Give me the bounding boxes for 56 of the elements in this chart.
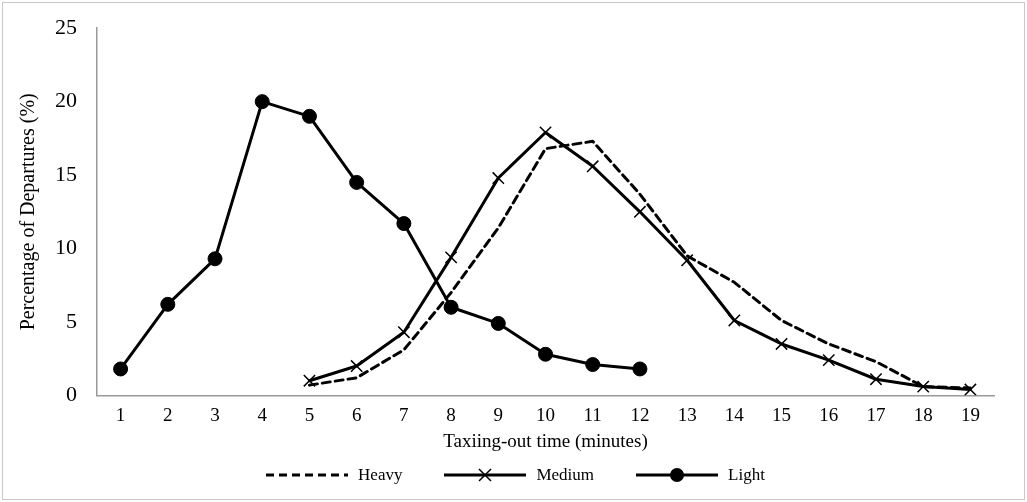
point bbox=[443, 299, 459, 315]
point bbox=[444, 250, 458, 264]
point bbox=[963, 383, 977, 396]
x-tick-label: 13 bbox=[677, 403, 697, 425]
x-tick-label: 8 bbox=[446, 403, 456, 425]
point bbox=[396, 216, 412, 232]
x-axis-title: Taxiing-out time (minutes) bbox=[443, 429, 648, 452]
point bbox=[207, 251, 223, 267]
x-tick-label: 6 bbox=[351, 403, 362, 425]
y-tick-label: 10 bbox=[55, 234, 77, 260]
x-tick-label: 3 bbox=[210, 403, 220, 425]
point bbox=[538, 346, 553, 362]
point bbox=[632, 361, 648, 377]
y-tick-label: 15 bbox=[55, 160, 77, 186]
point bbox=[301, 108, 317, 124]
point bbox=[491, 171, 505, 185]
legend-label: Medium bbox=[536, 465, 595, 485]
point bbox=[586, 159, 600, 173]
x-tick-label: 9 bbox=[493, 403, 504, 425]
point bbox=[775, 337, 788, 351]
point bbox=[727, 314, 741, 327]
point bbox=[490, 315, 506, 331]
x-tick-label: 15 bbox=[772, 403, 792, 425]
point bbox=[350, 359, 364, 373]
x-tick-label: 14 bbox=[724, 403, 745, 425]
point bbox=[585, 357, 601, 373]
x-tick-label: 5 bbox=[304, 403, 315, 425]
legend-label: Light bbox=[728, 465, 765, 485]
point bbox=[254, 94, 270, 110]
point bbox=[822, 353, 836, 367]
y-tick-label: 25 bbox=[55, 13, 77, 39]
x-tick-label: 11 bbox=[583, 403, 602, 425]
x-tick-label: 2 bbox=[163, 403, 173, 425]
y-tick-label: 0 bbox=[66, 381, 77, 407]
legend-label: Heavy bbox=[358, 465, 403, 485]
point bbox=[869, 372, 883, 386]
x-tick-label: 17 bbox=[866, 403, 886, 425]
point bbox=[349, 174, 365, 190]
x-tick-label: 18 bbox=[913, 403, 933, 425]
point bbox=[160, 296, 176, 312]
x-tick-label: 1 bbox=[115, 403, 126, 425]
point bbox=[303, 374, 316, 388]
y-tick-label: 5 bbox=[66, 307, 77, 333]
x-tick-label: 10 bbox=[536, 403, 555, 425]
point bbox=[680, 253, 694, 267]
x-tick-label: 7 bbox=[399, 403, 409, 425]
y-axis-title: Percentage of Departures (%) bbox=[16, 93, 40, 331]
x-tick-label: 16 bbox=[819, 403, 839, 425]
x-tick-label: 4 bbox=[257, 403, 268, 425]
point bbox=[633, 205, 647, 219]
x-tick-label: 19 bbox=[960, 403, 980, 425]
x-tick-label: 12 bbox=[630, 403, 650, 425]
point bbox=[397, 325, 411, 339]
y-tick-label: 20 bbox=[55, 87, 77, 113]
point bbox=[916, 380, 930, 393]
point bbox=[113, 361, 129, 377]
